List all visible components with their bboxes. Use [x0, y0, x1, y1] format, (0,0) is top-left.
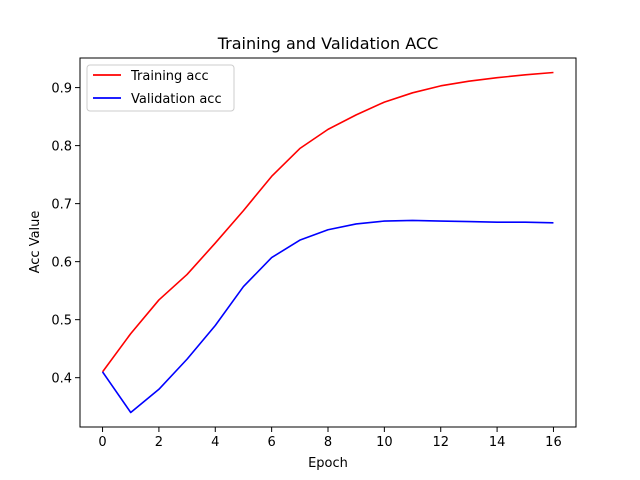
x-tick-label: 0 [98, 435, 106, 450]
legend-box [86, 64, 235, 112]
y-tick-label: 0.4 [51, 372, 72, 387]
legend-label-validation-acc: Validation acc [131, 92, 222, 107]
x-axis-label: Epoch [308, 456, 348, 471]
x-tick-label: 16 [545, 435, 562, 450]
series-line-training-acc [101, 71, 554, 373]
series-line-validation-acc [101, 219, 554, 414]
x-tick-label: 8 [324, 435, 332, 450]
legend: Training acc Validation acc [86, 64, 235, 112]
y-tick-label: 0.5 [51, 314, 72, 329]
legend-label-training-acc: Training acc [130, 69, 209, 84]
x-tick-label: 10 [376, 435, 393, 450]
series-layer [101, 71, 554, 414]
chart-title: Training and Validation ACC [217, 34, 439, 53]
y-tick-label: 0.6 [51, 256, 72, 271]
x-tick-label: 12 [432, 435, 449, 450]
axes-frame [79, 57, 577, 428]
x-tick-label: 4 [211, 435, 219, 450]
y-tick-label: 0.9 [51, 82, 72, 97]
y-tick-label: 0.7 [51, 198, 72, 213]
y-axis-label: Acc Value [28, 211, 43, 274]
y-tick-label: 0.8 [51, 140, 72, 155]
x-tick-label: 6 [267, 435, 275, 450]
ticks-layer: 0 2 4 6 8 10 12 14 16 0.4 0.5 0.6 0.7 0.8 0.9 [51, 82, 561, 450]
x-tick-label: 14 [489, 435, 506, 450]
x-tick-label: 2 [155, 435, 163, 450]
